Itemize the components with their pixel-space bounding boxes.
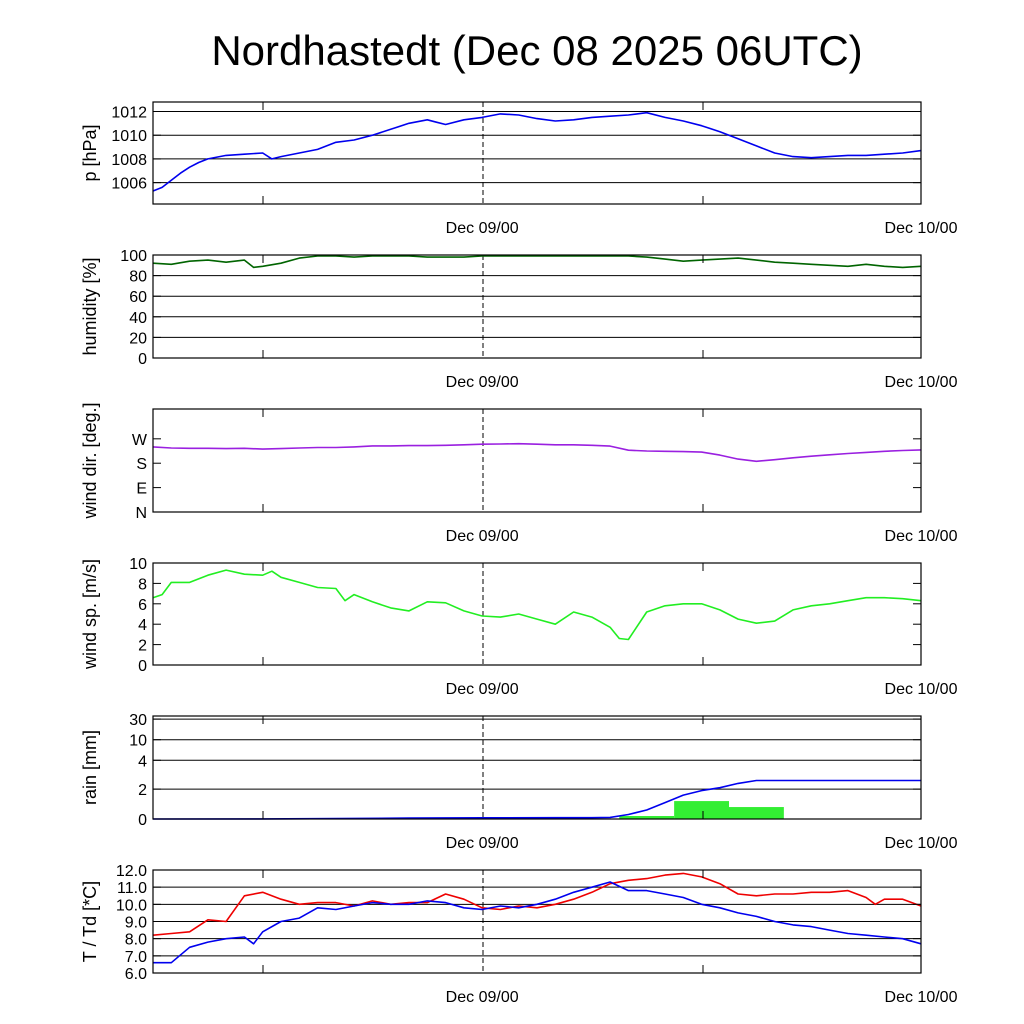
series-line-rain_total (152, 779, 921, 820)
y-tick-label: 10 (129, 556, 147, 573)
x-tick-label: Dec 10/00 (885, 989, 958, 1006)
panel-rain: 0 2 4 10 30 Dec 09/00 Dec 10/00 rain [mm] (80, 712, 958, 852)
x-tick-label: Dec 10/00 (885, 528, 958, 545)
y-axis-label: wind sp. [m/s] (80, 559, 100, 670)
y-tick-label: 11.0 (117, 880, 147, 897)
y-tick-label: 6 (138, 597, 147, 614)
panel-temperature_dewpoint: 6.07.08.09.010.011.012.0 Dec 09/00 Dec 10/… (80, 863, 958, 1006)
y-tick-label: 1010 (111, 128, 147, 145)
y-tick-label: 1012 (111, 104, 147, 121)
panel-pressure: 1006 1008 1010 1012 Dec 09/00 Dec 10/00 p [hPa… (80, 101, 958, 237)
y-tick-label: 0 (138, 351, 147, 368)
y-tick-label: 20 (129, 330, 147, 347)
y-tick-label: 8.0 (125, 932, 147, 949)
y-tick-label: 1006 (111, 176, 147, 193)
panel-wind_speed: 0 2 4 6 8 10 Dec 09/00 Dec 10/00 wind sp. [m/s] (80, 556, 958, 698)
plot-frame (152, 562, 922, 666)
y-tick-label: 80 (129, 269, 147, 286)
y-tick-label: 1008 (111, 152, 147, 169)
y-tick-label: 0 (138, 812, 147, 829)
y-tick-label: N (135, 505, 147, 522)
panel-humidity: 0 20 40 60 80 100 Dec 09/00 Dec 10/00 humidity [… (80, 248, 958, 391)
plot-frame (152, 715, 922, 820)
x-tick-label: Dec 10/00 (885, 681, 958, 698)
y-axis-label: wind dir. [deg.] (80, 402, 100, 519)
plot-frame (152, 408, 922, 513)
y-tick-label: 7.0 (125, 949, 147, 966)
x-tick-label: Dec 09/00 (446, 835, 519, 852)
x-tick-label: Dec 09/00 (446, 374, 519, 391)
series-line-temperature (152, 872, 922, 936)
x-tick-label: Dec 09/00 (446, 989, 519, 1006)
y-tick-label: E (136, 481, 147, 498)
y-tick-label: 30 (129, 712, 147, 729)
y-tick-label: 10 (129, 733, 147, 750)
y-tick-label: 6.0 (125, 966, 147, 983)
y-tick-label: 8 (138, 576, 147, 593)
x-tick-label: Dec 09/00 (446, 220, 519, 237)
y-axis-label: rain [mm] (80, 730, 100, 805)
y-tick-label: 0 (138, 658, 147, 675)
series-line-wind_dir (152, 442, 922, 463)
x-tick-label: Dec 10/00 (885, 220, 958, 237)
y-tick-label: 12.0 (116, 863, 147, 880)
rain-bar (729, 807, 784, 819)
x-tick-label: Dec 10/00 (885, 835, 958, 852)
y-tick-label: 9.0 (125, 915, 147, 932)
y-axis-label: T / Td [*C] (80, 881, 100, 962)
y-axis-label: p [hPa] (80, 124, 100, 181)
y-tick-label: 10.0 (116, 897, 147, 914)
x-tick-label: Dec 10/00 (885, 374, 958, 391)
x-tick-label: Dec 09/00 (446, 681, 519, 698)
rain-bar (619, 816, 675, 819)
y-axis-label: humidity [%] (80, 257, 100, 355)
y-tick-label: 60 (129, 289, 147, 306)
plot-frame (152, 101, 922, 205)
y-tick-label: S (136, 456, 147, 473)
y-tick-label: 2 (138, 638, 147, 655)
y-tick-label: 40 (129, 310, 147, 327)
y-tick-label: 4 (138, 753, 147, 770)
plot-frame (152, 254, 922, 359)
y-tick-label: W (132, 432, 148, 449)
y-tick-label: 2 (138, 782, 147, 799)
x-tick-label: Dec 09/00 (446, 528, 519, 545)
series-line-dewpoint (153, 881, 922, 964)
y-tick-label: 100 (120, 248, 147, 265)
series-line-wind_speed (152, 569, 922, 641)
series-line-pressure (152, 111, 922, 192)
y-tick-label: 4 (138, 617, 147, 634)
chart-title: Nordhastedt (Dec 08 2025 06UTC) (211, 27, 862, 74)
series-line-humidity (152, 255, 922, 269)
rain-bar (674, 801, 729, 819)
